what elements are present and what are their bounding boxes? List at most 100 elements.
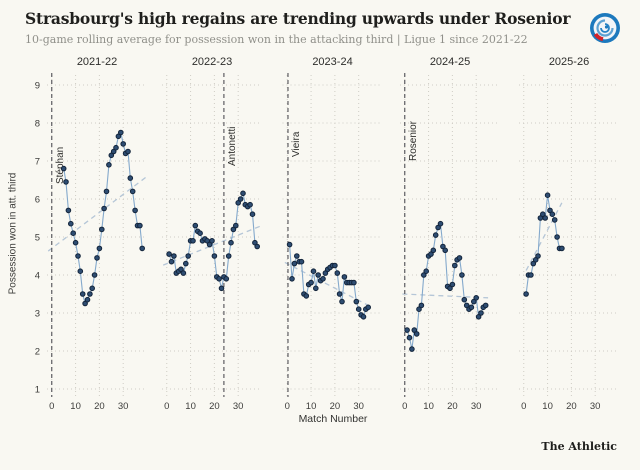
y-tick-label: 5 — [35, 233, 40, 244]
x-tick-label: 0 — [402, 401, 407, 412]
page-title: Strasbourg's high regains are trending u… — [25, 9, 571, 28]
data-point — [108, 152, 115, 159]
x-tick-label: 0 — [285, 401, 290, 412]
data-point — [432, 232, 439, 238]
page-subtitle: 10-game rolling average for possession w… — [25, 33, 528, 46]
manager-name-label: Stéphan — [55, 147, 66, 184]
data-point — [96, 245, 103, 252]
y-axis-title: Possession won in att. third — [7, 172, 19, 295]
data-point — [233, 222, 239, 229]
data-point — [190, 238, 196, 244]
data-point — [542, 215, 549, 221]
data-point — [341, 274, 348, 280]
trend-line — [47, 176, 147, 252]
data-point — [468, 304, 475, 311]
manager-name-label: Rosenior — [408, 120, 419, 161]
facet-season-label: 2023-24 — [312, 56, 352, 68]
data-point — [437, 220, 444, 227]
data-point — [365, 304, 372, 311]
x-tick-label: 10 — [423, 401, 434, 412]
data-point — [471, 298, 477, 305]
data-point — [447, 285, 453, 292]
x-tick-label: 30 — [353, 401, 364, 412]
data-point — [70, 230, 76, 236]
x-tick-label: 0 — [164, 401, 169, 412]
data-point — [430, 247, 437, 254]
data-point — [540, 211, 546, 217]
data-point — [132, 207, 138, 214]
data-point — [336, 291, 343, 297]
data-point — [120, 141, 126, 147]
data-point — [544, 192, 551, 198]
data-point — [183, 260, 189, 267]
y-tick-label: 3 — [35, 309, 40, 320]
x-tick-label: 10 — [70, 401, 81, 412]
data-point — [315, 272, 322, 278]
data-point — [82, 300, 88, 307]
data-point — [235, 200, 241, 206]
data-point — [528, 272, 534, 278]
data-point — [127, 175, 134, 181]
data-point — [360, 314, 367, 320]
data-point — [99, 226, 105, 233]
data-point — [166, 251, 172, 257]
x-tick-label: 20 — [330, 401, 341, 412]
data-point — [442, 247, 449, 254]
x-tick-label: 20 — [209, 401, 220, 412]
data-point — [113, 144, 119, 151]
data-point — [313, 285, 319, 292]
x-tick-label: 0 — [521, 401, 526, 412]
data-point — [139, 245, 145, 252]
data-point — [351, 279, 357, 286]
data-point — [332, 262, 338, 269]
data-point — [289, 276, 295, 282]
x-tick-label: 0 — [49, 401, 54, 412]
data-point — [178, 266, 184, 273]
data-line — [525, 195, 562, 295]
data-point — [65, 207, 72, 214]
data-point — [418, 302, 425, 309]
data-point — [249, 211, 256, 217]
data-point — [237, 196, 244, 202]
data-point — [452, 262, 458, 269]
data-point — [68, 220, 74, 227]
club-crest-logo — [590, 13, 620, 43]
y-tick-label: 6 — [35, 195, 40, 206]
data-point — [247, 201, 253, 208]
data-point — [459, 272, 465, 278]
data-point — [89, 285, 95, 292]
data-point — [94, 255, 100, 261]
data-point — [435, 224, 441, 231]
x-tick-label: 30 — [471, 401, 482, 412]
data-point — [461, 296, 468, 303]
x-tick-label: 20 — [447, 401, 458, 412]
x-tick-label: 30 — [233, 401, 244, 412]
data-point — [449, 281, 456, 288]
y-tick-label: 8 — [35, 119, 40, 130]
data-point — [211, 253, 218, 259]
facet-season-label: 2024-25 — [430, 56, 470, 68]
data-point — [310, 268, 317, 275]
y-tick-label: 2 — [35, 347, 40, 358]
data-point — [416, 306, 422, 313]
data-point — [240, 190, 246, 197]
data-point — [171, 253, 177, 259]
data-point — [218, 285, 225, 292]
data-point — [254, 243, 261, 250]
data-line — [289, 244, 369, 318]
x-tick-label: 30 — [118, 401, 129, 412]
data-point — [286, 241, 293, 248]
data-point — [115, 133, 122, 140]
data-point — [551, 217, 558, 223]
x-tick-label: 20 — [94, 401, 105, 412]
data-point — [294, 253, 300, 259]
data-point — [185, 253, 191, 259]
data-point — [523, 291, 529, 297]
data-point — [72, 239, 79, 246]
y-tick-label: 1 — [35, 385, 40, 396]
data-point — [559, 245, 565, 252]
data-point — [334, 270, 341, 276]
data-point — [308, 279, 314, 286]
data-point — [216, 276, 222, 282]
